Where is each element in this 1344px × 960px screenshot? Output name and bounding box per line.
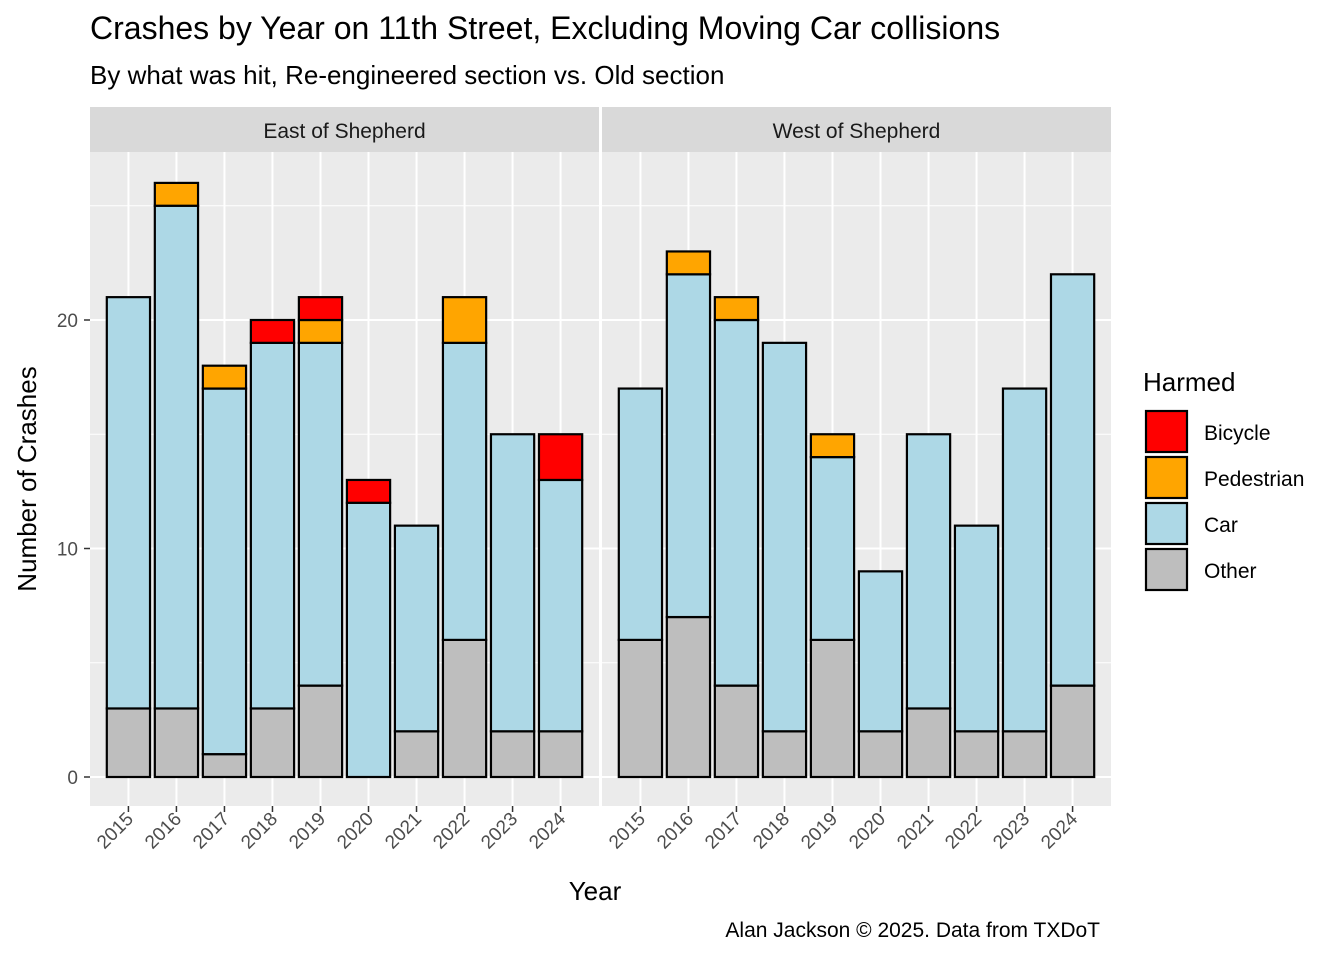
- y-tick-label: 20: [57, 311, 78, 332]
- x-tick-label: 2024: [1037, 808, 1082, 853]
- bar-other: [905, 707, 952, 779]
- bar-bicycle: [537, 433, 584, 482]
- bar-car: [297, 341, 344, 687]
- x-tick-label: 2024: [525, 808, 570, 853]
- bar-other: [249, 707, 296, 779]
- legend-key-other: [1144, 547, 1189, 592]
- bar-pedestrian: [153, 181, 200, 207]
- legend-label: Pedestrian: [1204, 468, 1304, 491]
- x-tick-label: 2017: [189, 809, 234, 854]
- bar-other: [441, 638, 488, 779]
- bar-car: [617, 387, 664, 641]
- bar-other: [761, 730, 808, 779]
- bar-pedestrian: [665, 250, 712, 276]
- facet-strip: [602, 107, 1111, 152]
- bar-car: [761, 341, 808, 733]
- bar-car: [345, 501, 392, 779]
- bar-car: [905, 433, 952, 710]
- x-tick-label: 2016: [653, 809, 698, 854]
- bar-other: [665, 615, 712, 779]
- bar-pedestrian: [201, 364, 248, 390]
- chart-subtitle: By what was hit, Re-engineered section v…: [90, 60, 725, 90]
- bar-car: [857, 570, 904, 733]
- bar-car: [537, 478, 584, 733]
- bar-pedestrian: [441, 296, 488, 344]
- x-tick-label: 2022: [941, 809, 986, 854]
- bar-car: [809, 456, 856, 642]
- bar-other: [297, 684, 344, 779]
- bar-other: [105, 707, 152, 779]
- bar-other: [1049, 684, 1096, 779]
- x-tick-label: 2021: [381, 809, 426, 854]
- bar-other: [857, 730, 904, 779]
- bar-car: [249, 341, 296, 710]
- y-tick-label: 0: [67, 768, 78, 789]
- x-tick-label: 2020: [845, 809, 890, 854]
- bar-car: [393, 524, 440, 733]
- x-tick-label: 2019: [285, 809, 330, 854]
- bar-bicycle: [345, 478, 392, 504]
- bar-other: [1001, 730, 1048, 779]
- bar-car: [665, 273, 712, 619]
- x-tick-label: 2020: [333, 809, 378, 854]
- x-tick-label: 2023: [477, 809, 522, 854]
- bar-car: [1001, 387, 1048, 733]
- legend-title: Harmed: [1143, 367, 1235, 397]
- legend-label: Bicycle: [1204, 422, 1271, 445]
- bar-car: [1049, 273, 1096, 687]
- bar-other: [953, 730, 1000, 779]
- y-axis-title: Number of Crashes: [12, 366, 42, 591]
- x-tick-label: 2019: [797, 809, 842, 854]
- bar-car: [201, 387, 248, 756]
- bar-bicycle: [249, 318, 296, 344]
- legend-label: Car: [1204, 514, 1238, 537]
- x-tick-label: 2016: [141, 809, 186, 854]
- legend-key-pedestrian: [1144, 455, 1189, 500]
- bar-other: [201, 753, 248, 779]
- legend-key-bicycle: [1144, 409, 1189, 454]
- x-tick-label: 2021: [893, 809, 938, 854]
- bar-car: [489, 433, 536, 733]
- bar-other: [153, 707, 200, 779]
- bar-car: [441, 341, 488, 641]
- bar-car: [713, 318, 760, 687]
- bar-other: [713, 684, 760, 779]
- x-tick-label: 2022: [429, 809, 474, 854]
- bar-pedestrian: [297, 318, 344, 344]
- bar-pedestrian: [809, 433, 856, 459]
- bar-car: [953, 524, 1000, 733]
- x-tick-label: 2015: [93, 809, 138, 854]
- x-tick-label: 2023: [989, 809, 1034, 854]
- bar-pedestrian: [713, 296, 760, 322]
- bar-car: [105, 296, 152, 710]
- chart-title: Crashes by Year on 11th Street, Excludin…: [90, 10, 1001, 46]
- legend-label: Other: [1204, 560, 1257, 583]
- legend-key-car: [1144, 501, 1189, 546]
- bar-other: [537, 730, 584, 779]
- bar-bicycle: [297, 296, 344, 322]
- facet-strip-label: East of Shepherd: [263, 120, 425, 143]
- x-tick-label: 2018: [749, 809, 794, 854]
- bar-other: [617, 638, 664, 779]
- x-tick-label: 2018: [237, 809, 282, 854]
- facet-strip-label: West of Shepherd: [773, 120, 941, 143]
- bar-other: [489, 730, 536, 779]
- bar-other: [809, 638, 856, 779]
- bar-car: [153, 204, 200, 710]
- bar-other: [393, 730, 440, 779]
- y-tick-label: 10: [57, 540, 78, 561]
- x-tick-label: 2017: [701, 809, 746, 854]
- x-axis-title: Year: [569, 876, 622, 906]
- facet-strip: [90, 107, 599, 152]
- x-tick-label: 2015: [605, 809, 650, 854]
- chart-caption: Alan Jackson © 2025. Data from TXDoT: [725, 919, 1100, 942]
